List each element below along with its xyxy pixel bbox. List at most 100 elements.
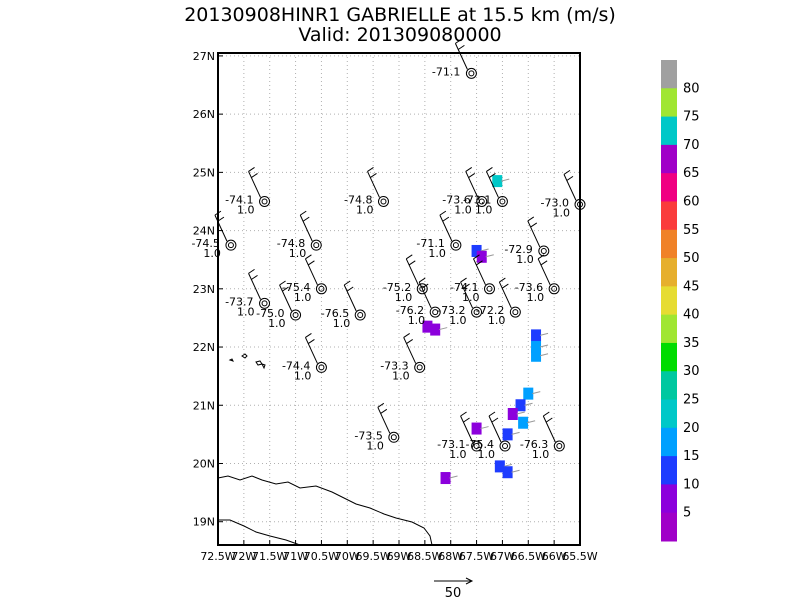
station-value: 1.0 — [478, 448, 496, 461]
colorbar-label: 40 — [683, 308, 700, 323]
lon-tick-label: 71.5W — [252, 550, 287, 563]
island-2 — [255, 360, 263, 366]
station-plot: -73.11.0 — [463, 167, 508, 216]
wind-vector — [449, 475, 458, 479]
station-plots: -71.1-74.11.0-74.81.0-73.61.0-73.11.0-73… — [191, 38, 586, 461]
colorbar-label: 70 — [683, 138, 700, 153]
station-dot — [478, 198, 485, 205]
colorbar-label: 15 — [683, 449, 700, 464]
station-circle — [315, 283, 327, 295]
station-dot — [556, 443, 563, 450]
station-dot — [318, 285, 325, 292]
station-plot: -75.41.0 — [466, 411, 511, 461]
wind-barb-staff — [343, 284, 357, 312]
wind-barb-staff — [214, 214, 228, 242]
wind-barb — [543, 411, 550, 417]
colorbar-segment — [661, 342, 677, 372]
station-plot: -74.11.0 — [225, 167, 271, 216]
station-circle — [496, 195, 508, 207]
title-line-1: 20130908HINR1 GABRIELLE at 15.5 km (m/s) — [184, 4, 616, 26]
station-circle — [310, 239, 322, 251]
station-temp: -74.1 — [225, 193, 253, 206]
station-value: 1.0 — [294, 369, 312, 382]
wind-cell — [523, 387, 534, 400]
lon-tick-label: 67.5W — [459, 550, 494, 563]
lat-tick-label: 21N — [193, 399, 215, 412]
station-dot — [468, 70, 475, 77]
wind-barb — [377, 402, 385, 408]
wind-barb-staff — [537, 258, 551, 286]
station-dot — [486, 285, 493, 292]
wind-barb — [403, 332, 410, 338]
station-circle — [225, 239, 237, 251]
lon-tick-label: 69.5W — [355, 550, 390, 563]
wind-cell — [494, 460, 505, 473]
wind-cell — [531, 329, 542, 342]
wind-vector — [516, 411, 525, 415]
colorbar-label: 20 — [683, 421, 700, 436]
wind-vector — [511, 431, 520, 435]
colorbar-label: 10 — [683, 477, 700, 492]
wind-barb-staff — [527, 220, 541, 248]
colorbar-segment — [661, 456, 677, 485]
station-value: 1.0 — [268, 317, 286, 330]
wind-barb — [248, 167, 255, 172]
station-value: 1.0 — [395, 291, 413, 304]
station-temp: -73.3 — [380, 359, 408, 372]
station-dot — [502, 443, 509, 450]
lon-tick-label: 68.5W — [407, 550, 442, 563]
station-temp: -76.2 — [396, 304, 424, 317]
station-plot: -76.31.0 — [520, 411, 565, 461]
station-temp: -72.9 — [504, 243, 532, 256]
wind-cell — [502, 428, 513, 441]
colorbar-label: 30 — [683, 364, 700, 379]
station-plot: -73.71.0 — [225, 268, 271, 318]
station-dot — [419, 285, 426, 292]
wind-barb — [468, 173, 476, 178]
station-plot: -73.61.0 — [515, 254, 560, 304]
wind-barb — [418, 277, 426, 283]
station-circle — [471, 440, 483, 452]
wind-barb — [406, 338, 413, 344]
wind-barb — [308, 260, 315, 266]
island-4 — [228, 358, 234, 362]
wind-barb — [455, 38, 462, 44]
lon-tick-label: 69W — [387, 550, 412, 563]
station-temp: -74.5 — [191, 237, 219, 250]
wind-cell — [531, 341, 542, 354]
station-plot: -75.41.0 — [282, 254, 327, 304]
wind-barb — [346, 286, 354, 292]
station-temp: -72.2 — [476, 304, 504, 317]
station-plot: -73.01.0 — [541, 169, 586, 219]
wind-cell — [422, 320, 433, 333]
station-circle — [548, 283, 560, 295]
colorbar-segment — [661, 88, 677, 118]
wind-barb — [465, 167, 473, 172]
station-dot — [357, 312, 364, 319]
station-temp: -71.1 — [432, 65, 460, 78]
station-circle — [259, 297, 271, 309]
wind-cell — [476, 250, 487, 263]
colorbar-segment — [661, 314, 677, 344]
colorbar: 80 75 70 65 60 55 50 45 40 35 30 25 20 15 10 5 — [661, 60, 700, 542]
wind-barb — [473, 254, 480, 260]
wind-vector — [524, 402, 533, 406]
wind-vector — [539, 353, 549, 357]
map-grid — [217, 53, 581, 545]
station-dot — [292, 312, 299, 319]
wind-barb — [502, 283, 509, 289]
station-plot: -71.11.0 — [416, 210, 462, 260]
wind-barb-staff — [405, 258, 419, 286]
colorbar-segment — [661, 173, 677, 202]
wind-barb — [537, 254, 545, 260]
wind-vector — [501, 178, 510, 182]
wind-cell — [471, 422, 482, 435]
wind-cell — [471, 244, 482, 257]
station-circle — [465, 67, 477, 79]
station-value: 1.0 — [356, 203, 374, 216]
station-temp: -73.1 — [463, 193, 491, 206]
station-plot: -74.41.0 — [282, 332, 327, 382]
station-circle — [354, 309, 366, 321]
reference-vector: 50 — [434, 577, 474, 600]
wind-vector — [511, 469, 520, 473]
